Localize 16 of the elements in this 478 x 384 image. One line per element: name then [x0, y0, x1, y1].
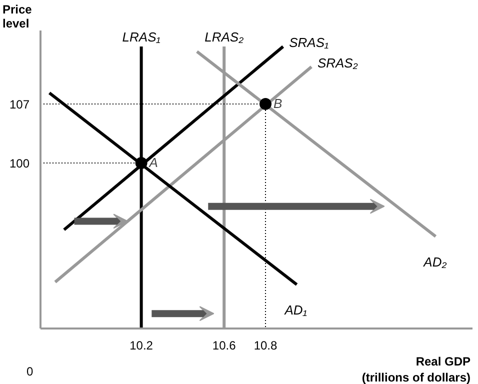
series-label: SRAS₁	[289, 35, 329, 50]
y-tick-label: 100	[9, 156, 30, 171]
x-tick-label: 10.8	[254, 338, 278, 352]
x-tick-label: 10.2	[130, 338, 154, 352]
x-axis-title: Real GDP (trillions of dollars)	[362, 354, 471, 384]
text: 0	[26, 364, 34, 378]
series-label: LRAS₁	[122, 30, 160, 45]
annotation: A	[148, 155, 158, 170]
y-tick-label: 107	[9, 97, 30, 112]
y-axis-title: Price level	[2, 2, 32, 30]
series-label: AD₂	[422, 254, 447, 270]
annotation: B	[274, 96, 283, 111]
series-label: SRAS₂	[317, 55, 358, 70]
series-label: AD₁	[284, 302, 307, 318]
series-label: LRAS₂	[204, 30, 244, 45]
x-tick-label: 10.6	[212, 338, 236, 352]
